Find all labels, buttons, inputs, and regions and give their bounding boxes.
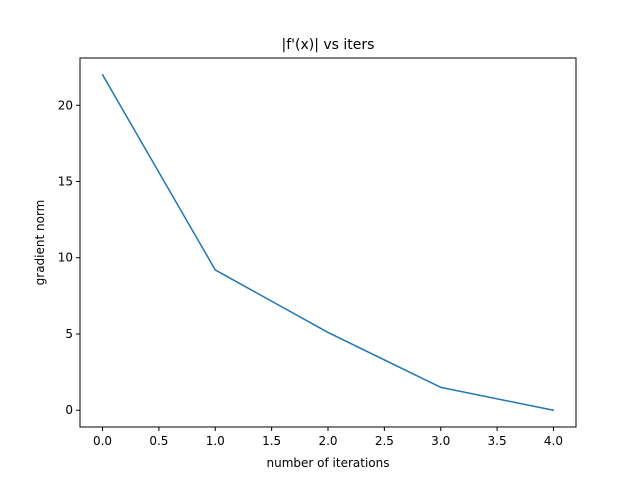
x-tick-label: 2.0: [318, 434, 337, 448]
plot-area-frame: [79, 57, 577, 428]
data-point: [101, 74, 104, 76]
y-tick-label: 0: [65, 403, 73, 417]
x-tick-label: 1.0: [206, 434, 225, 448]
series-group: [101, 74, 555, 411]
data-point: [552, 409, 555, 411]
y-tick-label: 5: [65, 327, 73, 341]
x-axis-label: number of iterations: [267, 456, 390, 470]
y-axis-label: gradient norm: [33, 200, 47, 286]
y-tick-label: 20: [58, 98, 73, 112]
y-tick-label: 10: [58, 251, 73, 265]
x-tick-label: 4.0: [544, 434, 563, 448]
x-tick-label: 0.0: [93, 434, 112, 448]
x-tick-label: 3.0: [431, 434, 450, 448]
x-tick-label: 1.5: [262, 434, 281, 448]
data-point: [439, 386, 442, 389]
x-axis-ticks: 0.0 0.5 1.0 1.5 2.0 2.5 3.0 3.5 4.0: [93, 427, 563, 448]
data-point: [214, 269, 217, 271]
x-tick-label: 0.5: [149, 434, 168, 448]
y-axis-ticks: 0 5 10 15 20: [58, 98, 80, 417]
series-line: [101, 74, 554, 411]
x-tick-label: 3.5: [488, 434, 507, 448]
x-tick-label: 2.5: [375, 434, 394, 448]
y-tick-label: 15: [58, 175, 73, 189]
data-point: [327, 331, 329, 334]
chart-title: |f'(x)| vs iters: [282, 37, 375, 53]
